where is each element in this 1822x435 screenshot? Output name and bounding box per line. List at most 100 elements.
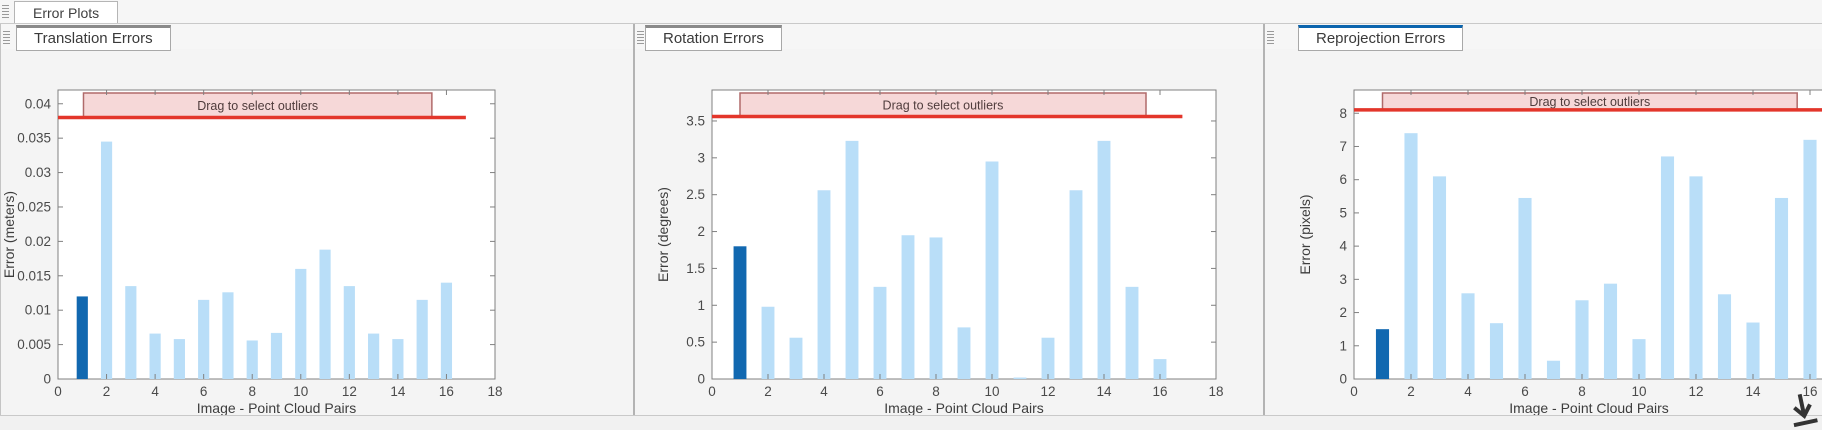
app-tab-bar: Error Plots	[0, 0, 1822, 24]
x-tick-label: 2	[764, 384, 772, 399]
bar[interactable]	[1461, 293, 1475, 379]
y-tick-label: 1.5	[686, 261, 705, 276]
x-tick-label: 6	[200, 384, 208, 399]
bar[interactable]	[1404, 133, 1418, 379]
bar[interactable]	[929, 237, 943, 379]
x-tick-label: 4	[820, 384, 828, 399]
x-tick-label: 0	[708, 384, 716, 399]
chart-reprojection-errors[interactable]: Drag to select outliers02468101214161801…	[1265, 49, 1822, 415]
bar[interactable]	[270, 332, 283, 379]
bar[interactable]	[1432, 176, 1447, 379]
drag-grip-icon[interactable]	[1267, 31, 1274, 44]
bar[interactable]	[100, 141, 113, 379]
drag-grip-icon[interactable]	[637, 31, 644, 44]
bar[interactable]	[343, 286, 355, 379]
x-tick-label: 8	[1578, 384, 1586, 399]
y-tick-label: 4	[1339, 239, 1347, 254]
y-tick-label: 1	[697, 298, 705, 313]
y-tick-label: 1	[1339, 338, 1347, 353]
bar[interactable]	[1660, 156, 1675, 379]
x-tick-label: 6	[1521, 384, 1529, 399]
x-tick-label: 16	[1802, 384, 1817, 399]
panel-reprojection-errors: Reprojection Errors Drag to select outli…	[1263, 24, 1822, 415]
bar[interactable]	[957, 327, 971, 379]
x-tick-label: 14	[1745, 384, 1761, 399]
bar[interactable]	[368, 333, 380, 379]
x-tick-label: 4	[1464, 384, 1472, 399]
bar-highlighted[interactable]	[733, 246, 747, 379]
outlier-band-label: Drag to select outliers	[1529, 95, 1650, 109]
chart-translation-errors[interactable]: Drag to select outliers 0 2 4 6 8 10 12 14 16 18 0 0…	[1, 49, 633, 415]
bar[interactable]	[1153, 359, 1167, 379]
bar[interactable]	[1746, 322, 1760, 379]
bar[interactable]	[1717, 294, 1732, 379]
y-axis-label: Error (pixels)	[1297, 194, 1313, 274]
bar[interactable]	[1041, 337, 1055, 379]
bar[interactable]	[246, 340, 258, 379]
tab-translation-errors[interactable]: Translation Errors	[16, 25, 171, 51]
bar[interactable]	[761, 306, 775, 379]
bar[interactable]	[817, 190, 831, 379]
y-tick-label: 5	[1339, 205, 1347, 220]
y-tick-label: 0.005	[17, 337, 51, 352]
outlier-band[interactable]	[82, 92, 433, 119]
x-tick-label: 0	[1350, 384, 1358, 399]
drag-grip-icon[interactable]	[2, 5, 9, 18]
bar[interactable]	[985, 161, 999, 379]
bar[interactable]	[440, 282, 453, 379]
bar[interactable]	[173, 339, 185, 379]
x-tick-label: 2	[103, 384, 111, 399]
bar[interactable]	[873, 286, 887, 379]
bar[interactable]	[1774, 197, 1789, 379]
bar[interactable]	[416, 299, 428, 379]
bar[interactable]	[149, 333, 161, 379]
bar[interactable]	[1013, 377, 1027, 379]
bar[interactable]	[789, 337, 803, 379]
bar[interactable]	[392, 339, 404, 379]
y-axis-label: Error (degrees)	[655, 187, 671, 282]
bar[interactable]	[125, 286, 137, 379]
bar[interactable]	[845, 140, 859, 379]
bar[interactable]	[1518, 197, 1532, 379]
x-tick-label: 2	[1407, 384, 1415, 399]
bar[interactable]	[1489, 323, 1504, 379]
x-tick-label: 4	[151, 384, 159, 399]
tab-reprojection-errors[interactable]: Reprojection Errors	[1298, 25, 1464, 51]
y-tick-label: 2	[1339, 305, 1347, 320]
y-tick-label: 7	[1339, 139, 1347, 154]
x-tick-label: 12	[1040, 384, 1055, 399]
x-tick-label: 12	[1688, 384, 1703, 399]
panel-translation-errors: Translation Errors Drag to select outlie…	[0, 24, 633, 415]
bar[interactable]	[198, 299, 210, 379]
y-tick-label: 6	[1339, 172, 1347, 187]
chart-rotation-errors[interactable]: Drag to select outliers 0 2 4 6 8 10 12 14 16 18 0 0…	[635, 49, 1263, 415]
y-tick-label: 0	[1339, 372, 1347, 387]
x-tick-label: 6	[876, 384, 884, 399]
drag-grip-icon[interactable]	[3, 31, 10, 44]
bar[interactable]	[901, 235, 915, 379]
bar[interactable]	[1632, 339, 1646, 379]
bar[interactable]	[319, 249, 331, 379]
bar[interactable]	[1603, 283, 1618, 379]
y-tick-label: 0.015	[17, 268, 51, 283]
tab-rotation-errors[interactable]: Rotation Errors	[645, 25, 782, 51]
bar[interactable]	[222, 292, 234, 379]
bar[interactable]	[1803, 139, 1817, 379]
bar[interactable]	[1097, 140, 1111, 379]
dock-arrow-icon[interactable]	[1784, 390, 1822, 430]
tab-rotation-errors-label: Rotation Errors	[663, 30, 764, 47]
bar[interactable]	[1069, 190, 1083, 379]
x-tick-label: 18	[1208, 384, 1223, 399]
tab-error-plots[interactable]: Error Plots	[14, 1, 119, 23]
bar-highlighted[interactable]	[1375, 329, 1390, 379]
bar[interactable]	[1575, 300, 1589, 379]
y-tick-label: 0.01	[25, 303, 51, 318]
y-tick-label: 0	[43, 372, 51, 387]
bar-highlighted[interactable]	[76, 296, 88, 379]
bar[interactable]	[1125, 286, 1139, 379]
tab-reprojection-errors-label: Reprojection Errors	[1316, 30, 1446, 47]
bar[interactable]	[1689, 176, 1703, 379]
bar[interactable]	[295, 268, 307, 379]
bar[interactable]	[1546, 360, 1561, 379]
